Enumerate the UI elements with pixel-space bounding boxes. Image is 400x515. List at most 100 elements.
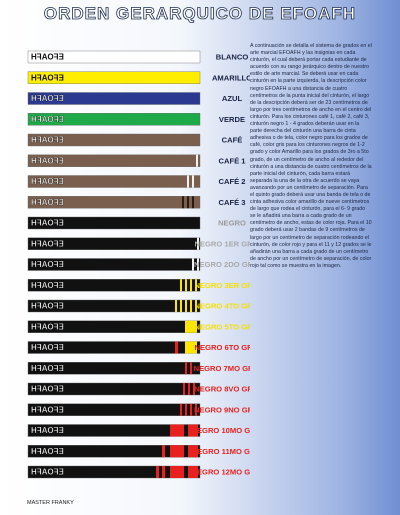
belt-text: EFOAFH [31,343,64,352]
belt-label: NEGRO 9NO GRADO [194,405,250,414]
belt-text: EFOAFH [31,405,64,414]
belt-stripe [192,196,194,209]
belt-stripe [190,300,192,312]
belt-text: EFOAFH [31,239,64,248]
belt-label: NEGRO 10MO GRADO [191,426,250,435]
belt-stripe [170,445,184,458]
belt-stripe [170,424,184,437]
belt-label: AMARILLO [212,73,250,82]
belt [27,196,201,209]
belt [27,258,201,271]
belt-text: EFOAFH [31,115,64,124]
belt-label: NEGRO 12MO GRADO [191,468,250,477]
belt-stripe [162,445,165,458]
belt [27,320,201,333]
belt-stripe [180,279,182,292]
belt-label: NEGRO 11MO GRADO [192,447,250,456]
belt-text: EFOAFH [31,322,64,331]
belt-stripe [185,279,187,292]
belt-stripe [188,424,198,437]
belt [27,71,201,84]
belt [27,362,201,375]
title: ORDEN GERARQUICO DE EFOAFH [43,4,357,24]
belt-label: NEGRO 1ER GRADO [194,239,250,248]
belt-text: EFOAFH [31,385,64,394]
belt-label: NEGRO 2DO GRADO [194,260,250,269]
belt [27,382,201,396]
belt [27,341,201,354]
belt [27,154,201,167]
belt-stripe [175,300,177,312]
belt-list: EFOAFH BLANCO EFOAFH AMARILLO EFOAFH AZUL EFOA… [27,50,250,479]
belt-label: BLANCO [216,53,249,62]
belt-stripe [180,403,182,416]
belt-text: EFOAFH [31,156,64,165]
belt [27,445,201,458]
belt [27,175,201,188]
footer: MASTER FRANKY [27,500,74,506]
belt-stripe [195,279,197,292]
belt-text: EFOAFH [31,53,64,62]
belt [27,113,201,126]
belt-stripe [192,258,194,271]
belt-text: EFOAFH [31,281,64,290]
belt-stripe [195,403,197,416]
belt-stripe [188,445,198,458]
belt [27,92,201,105]
belt-stripe [182,196,184,209]
belt-stripe [192,175,194,188]
belt-text: EFOAFH [31,94,64,103]
belt-stripe [197,237,199,250]
belt-stripe [185,300,187,312]
belt-stripe [187,175,189,188]
belt [27,237,201,250]
belt-stripe [183,383,185,395]
belt-text: EFOAFH [31,136,64,145]
belt-stripe [187,196,189,209]
belt-label: NEGRO 8VO GRADO [194,385,250,394]
belt-text: EFOAFH [31,260,64,269]
belt-label: NEGRO 6TO GRADO [195,343,250,352]
belt [27,50,201,64]
belt-stripe [162,466,165,478]
belt-stripe [188,383,190,395]
belt-stripe [170,466,184,478]
belt [27,299,201,313]
belt-stripe [185,341,197,354]
belt-label: CAFÉ [222,136,243,145]
belt-stripe [180,300,182,312]
belt [27,216,201,230]
belt-text: EFOAFH [31,364,64,373]
belt-text: EFOAFH [31,219,64,228]
belt-stripe [185,362,187,375]
belt-stripe [185,320,197,333]
belt-label: CAFÉ 3 [218,198,245,207]
belt-stripe [156,466,159,478]
belt-label: VERDE [219,115,245,124]
belt [27,133,201,147]
belt-stripe [185,403,187,416]
belt-stripe [193,383,195,395]
belt-text: EFOAFH [31,468,64,477]
belt-stripe [175,341,178,354]
belt-stripe [188,466,198,478]
belt-label: NEGRO 4TO GRADO [195,302,250,311]
belt-text: EFOAFH [31,447,64,456]
belt-label: CAFÉ 1 [218,156,246,165]
belt-stripe [196,154,198,167]
belt-stripe [190,279,192,292]
belt-stripe [197,258,199,271]
belt-label: NEGRO 7MO GRADO [194,364,250,373]
description: A continuación se detalla el sistema de … [250,43,372,269]
belt-label: CAFÉ 2 [218,177,245,186]
belt-text: EFOAFH [31,177,64,186]
belt [27,279,201,292]
belt-text: EFOAFH [31,302,64,311]
belt [27,403,201,416]
belt-text: EFOAFH [31,426,64,435]
belt-text: EFOAFH [31,73,64,82]
belt [27,424,201,437]
belt-text: EFOAFH [31,198,64,207]
belt-stripe [195,300,197,312]
